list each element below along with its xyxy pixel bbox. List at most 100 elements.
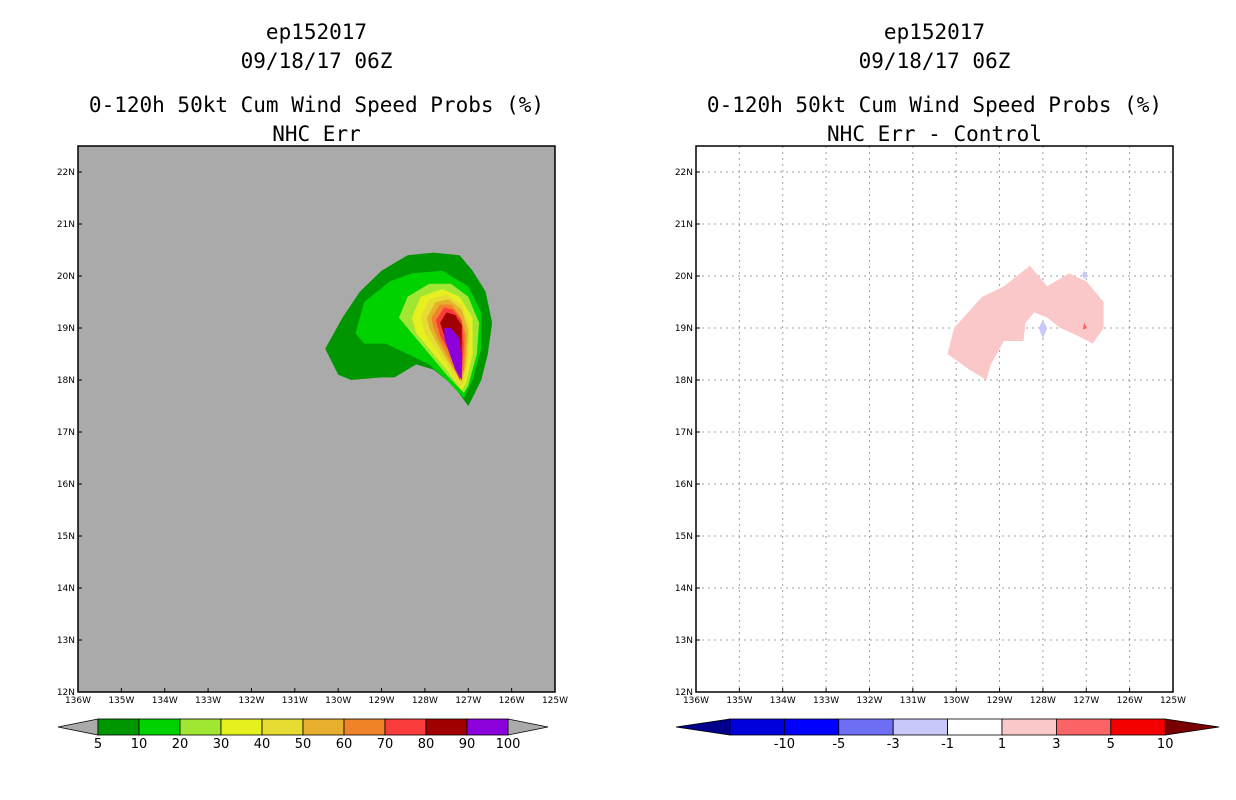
x-tick-label: 132W (238, 696, 264, 706)
left-date: 09/18/17 06Z (240, 49, 393, 73)
left-subtitle: NHC Err (272, 122, 361, 146)
colorbar-arrow-right (1164, 718, 1220, 736)
x-tick-label: 127W (1073, 696, 1099, 706)
right-storm-id: ep152017 (883, 20, 986, 44)
left-map-background (78, 146, 555, 692)
colorbar-swatch (138, 718, 181, 736)
left-contours (325, 252, 493, 406)
x-tick-label: 129W (369, 696, 395, 706)
left-colorbar: 5 10 20 30 40 50 60 70 80 90 100 (57, 718, 549, 752)
colorbar-label: 20 (172, 737, 189, 752)
y-tick-label: 18N (57, 376, 75, 386)
colorbar-label: 1 (998, 737, 1006, 752)
colorbar-swatch (425, 718, 468, 736)
colorbar-swatch (729, 718, 785, 736)
x-tick-label: 136W (683, 696, 709, 706)
map-panel-left: 136W 135W 134W 133W 132W 131W 130W 129W 128W 127W… (57, 145, 568, 752)
y-tick-label: 17N (675, 428, 693, 438)
x-tick-label: 125W (542, 696, 568, 706)
x-tick-label: 130W (943, 696, 969, 706)
colorbar-swatch (1055, 718, 1112, 736)
y-tick-label: 21N (675, 220, 693, 230)
contour-90 (444, 328, 462, 380)
colorbar-label: 50 (295, 737, 312, 752)
left-title: 0-120h 50kt Cum Wind Speed Probs (%) (88, 93, 545, 117)
y-tick-label: 16N (675, 480, 693, 490)
y-tick-label: 19N (57, 324, 75, 334)
y-tick-label: 13N (675, 636, 693, 646)
left-map-frame (77, 145, 556, 693)
x-tick-label: 134W (152, 696, 178, 706)
right-colorbar: -10 -5 -3 -1 1 3 5 10 (675, 718, 1220, 752)
y-tick-label: 15N (675, 532, 693, 542)
colorbar-arrow-left (57, 718, 99, 736)
map-panel-right: 136W 135W 134W 133W 132W 131W 130W 129W 128W 127W… (675, 145, 1220, 752)
x-tick-label: 129W (987, 696, 1013, 706)
y-tick-label: 12N (675, 688, 693, 698)
colorbar-label: 60 (336, 737, 353, 752)
colorbar-label: 100 (496, 737, 521, 752)
x-tick-label: 127W (455, 696, 481, 706)
left-title-block: ep152017 09/18/17 06Z 0-120h 50kt Cum Wi… (78, 18, 555, 149)
colorbar-arrow-left (675, 718, 731, 736)
y-tick-label: 20N (57, 272, 75, 282)
colorbar-label: 80 (418, 737, 435, 752)
colorbar-swatch (384, 718, 427, 736)
x-tick-label: 133W (813, 696, 839, 706)
colorbar-label: -1 (941, 737, 954, 752)
x-tick-label: 128W (412, 696, 438, 706)
colorbar-swatch (302, 718, 345, 736)
right-title: 0-120h 50kt Cum Wind Speed Probs (%) (706, 93, 1163, 117)
y-tick-label: 21N (57, 220, 75, 230)
x-tick-label: 128W (1030, 696, 1056, 706)
right-title-block: ep152017 09/18/17 06Z 0-120h 50kt Cum Wi… (696, 18, 1173, 149)
y-tick-label: 14N (57, 584, 75, 594)
x-tick-label: 126W (499, 696, 525, 706)
colorbar-swatch (838, 718, 894, 736)
x-tick-label: 125W (1160, 696, 1186, 706)
x-tick-label: 126W (1117, 696, 1143, 706)
colorbar-label: 40 (254, 737, 271, 752)
x-tick-label: 131W (900, 696, 926, 706)
colorbar-label: 5 (94, 737, 102, 752)
y-tick-label: 20N (675, 272, 693, 282)
x-tick-label: 135W (108, 696, 134, 706)
colorbar-swatch (892, 718, 949, 736)
colorbar-swatch (343, 718, 386, 736)
x-tick-label: 130W (325, 696, 351, 706)
right-map-background (696, 146, 1173, 692)
y-tick-label: 18N (675, 376, 693, 386)
colorbar-swatch (1001, 718, 1057, 736)
colorbar-swatch (97, 718, 140, 736)
x-tick-label: 133W (195, 696, 221, 706)
colorbar-label: -10 (774, 737, 795, 752)
contour--1 (1038, 320, 1048, 339)
y-tick-label: 17N (57, 428, 75, 438)
colorbar-label: 3 (1052, 737, 1060, 752)
y-tick-label: 16N (57, 480, 75, 490)
colorbar-swatch (947, 718, 1003, 736)
right-contours (947, 265, 1104, 380)
colorbar-swatch (179, 718, 222, 736)
y-tick-label: 19N (675, 324, 693, 334)
y-tick-label: 12N (57, 688, 75, 698)
colorbar-swatch (466, 718, 509, 736)
colorbar-swatch (220, 718, 263, 736)
contour--1 (1081, 270, 1089, 279)
colorbar-swatch (261, 718, 304, 736)
colorbar-arrow-right (507, 718, 549, 736)
y-tick-label: 15N (57, 532, 75, 542)
y-tick-label: 13N (57, 636, 75, 646)
y-tick-label: 22N (57, 168, 75, 178)
colorbar-label: -5 (832, 737, 845, 752)
colorbar-label: 70 (377, 737, 394, 752)
y-tick-label: 14N (675, 584, 693, 594)
x-tick-label: 135W (726, 696, 752, 706)
right-date: 09/18/17 06Z (858, 49, 1011, 73)
x-tick-label: 134W (770, 696, 796, 706)
colorbar-label: 90 (459, 737, 476, 752)
contour-3 (1082, 322, 1088, 330)
x-tick-label: 132W (856, 696, 882, 706)
x-tick-label: 131W (282, 696, 308, 706)
colorbar-label: -3 (887, 737, 900, 752)
